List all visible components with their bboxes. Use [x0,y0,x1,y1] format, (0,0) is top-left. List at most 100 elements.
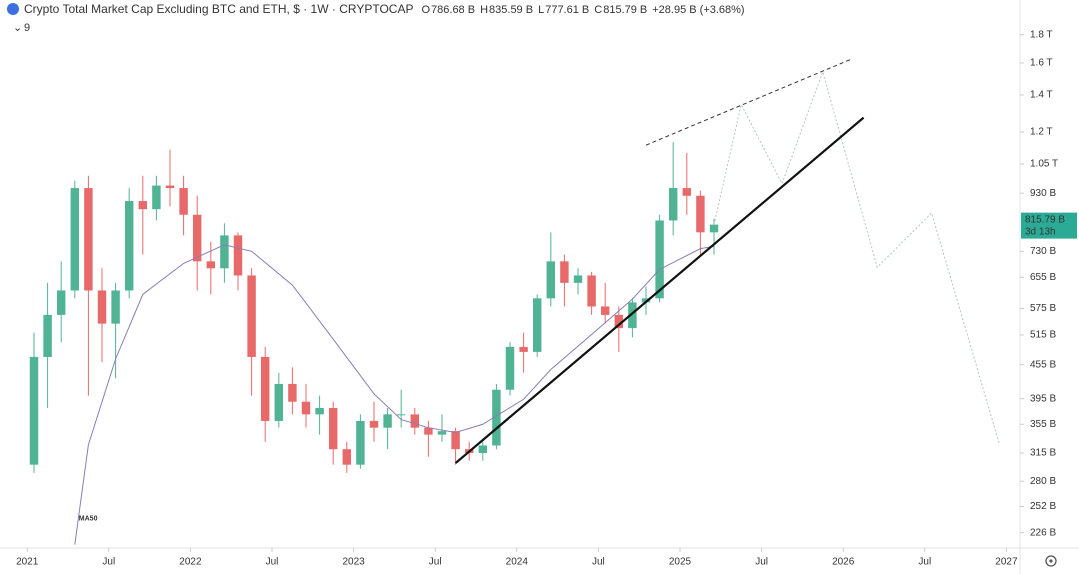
candle-body [369,420,379,428]
candle-body [641,298,651,303]
last-price-label: 815.79 B [1025,214,1065,225]
candle-body [179,188,188,215]
candle-body [478,445,488,453]
readout-value: 786.68 B [431,4,475,16]
candle-body [165,185,175,189]
y-tick-label: 515 B [1030,330,1056,341]
candle-body [233,235,243,276]
candle-body [43,314,52,357]
y-tick-label: 315 B [1030,448,1056,459]
candle-body [356,420,365,465]
x-tick-label: 2026 [832,557,855,568]
y-tick-label: 1.8 T [1030,29,1053,40]
candle-body [655,220,664,299]
candle-body [192,214,202,262]
y-tick-label: 1.4 T [1030,90,1053,101]
candle-body [396,414,406,416]
y-tick-label: 575 B [1030,303,1056,314]
x-tick-label: Jul [592,557,605,568]
candle-body [410,414,420,428]
readout-key: C [594,4,602,16]
readout-value: 815.79 B [603,4,647,16]
candle-body [206,261,216,269]
candle-body [628,302,637,329]
candle-body [451,431,460,450]
candle-body [696,195,705,233]
x-tick-label: 2027 [995,557,1018,568]
candle-body [437,431,447,435]
candle-body [111,290,120,324]
candle-body [260,356,270,421]
candle-body [614,314,624,329]
candle-body [587,275,596,307]
candle-body [84,188,93,291]
candle-body [492,389,501,446]
ma-line [74,244,715,545]
x-tick-label: 2022 [179,557,202,568]
readout-value: 835.59 B [489,4,533,16]
y-tick-label: 355 B [1030,419,1056,430]
x-tick-label: Jul [755,557,768,568]
candle-body [220,235,229,269]
x-tick-label: 2021 [16,557,39,568]
last-price-tag [1021,212,1077,239]
candle-body [532,298,542,352]
candle-body [600,306,610,315]
candle-body [709,224,719,233]
y-tick-label: 226 B [1030,527,1056,538]
chart-title: Crypto Total Market Cap Excluding BTC an… [24,2,413,16]
candle-body [315,407,324,415]
candle-body [383,414,392,428]
candle-body [124,201,134,291]
readout-key: H [480,4,488,16]
x-tick-label: Jul [266,557,279,568]
y-tick-label: 1.05 T [1030,159,1058,170]
y-tick-label: 252 B [1030,501,1056,512]
candle-body [573,275,583,283]
settings-icon-center [1049,559,1053,563]
support-trendline [454,116,865,464]
resistance-trendline [645,59,851,146]
candle-body [301,401,311,415]
readout-value: 777.61 B [545,4,589,16]
ma-label: MA50 [79,515,98,522]
candle-body [424,427,433,435]
candle-body [328,407,338,450]
x-tick-label: Jul [918,557,931,568]
candle-body [274,383,284,421]
candle-body [560,261,569,283]
candle-body [56,290,66,315]
candle-body [342,449,352,465]
candle-body [519,346,528,352]
candle-body [682,188,692,196]
y-tick-label: 1.2 T [1030,127,1053,138]
readout-key: L [538,4,544,16]
x-tick-label: 2023 [342,557,365,568]
candle-body [288,383,297,402]
y-tick-label: 930 B [1030,188,1056,199]
y-tick-label: 730 B [1030,246,1056,257]
candle-body [138,201,148,210]
y-tick-label: 655 B [1030,272,1056,283]
candle-body [97,290,107,324]
settings-icon[interactable] [1045,555,1057,567]
candle-body [29,356,39,465]
y-tick-label: 395 B [1030,393,1056,404]
readout-key: O [421,4,430,16]
indicator-count[interactable]: 9 [24,22,30,34]
candle-body [668,188,678,221]
candle-body [247,275,256,357]
y-tick-label: 280 B [1030,476,1056,487]
candle-body [505,346,515,390]
x-tick-label: 2025 [669,557,692,568]
candle-body [546,261,556,299]
collapse-icon[interactable]: ⌄ [13,22,22,34]
candle-body [70,188,80,291]
y-tick-label: 455 B [1030,359,1056,370]
readout-change: +28.95 B (+3.68%) [652,4,744,16]
x-tick-label: Jul [102,557,115,568]
x-tick-label: Jul [429,557,442,568]
countdown: 3d 13h [1025,226,1056,237]
